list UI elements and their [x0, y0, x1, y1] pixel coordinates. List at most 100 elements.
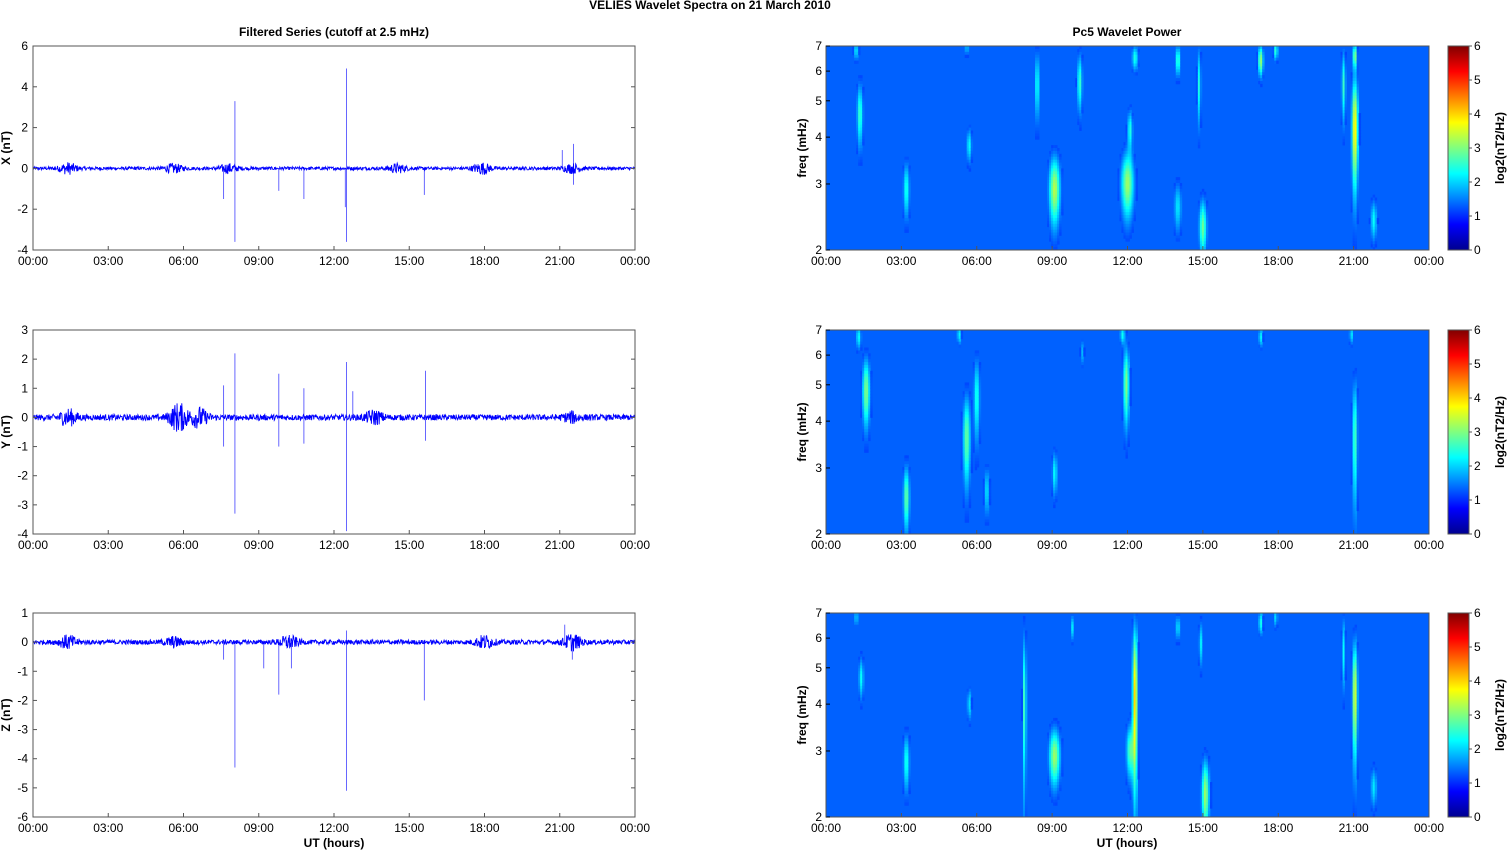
- spectrum-cell: [1199, 217, 1203, 222]
- spectrum-cell: [974, 399, 978, 404]
- spectrum-cell: [1135, 703, 1138, 707]
- spectrum-cell: [1037, 86, 1040, 91]
- spectrum-cell: [864, 350, 867, 354]
- spectrum-cell: [1175, 69, 1179, 73]
- spectrum-cell: [1131, 121, 1134, 126]
- spectrum-cell: [902, 484, 905, 488]
- spectrum-cell: [1057, 779, 1060, 783]
- spectrum-cell: [1077, 54, 1080, 59]
- spectrum-cell: [1137, 764, 1140, 768]
- spectrum-cell: [960, 458, 964, 462]
- spectrum-cell: [1262, 72, 1265, 76]
- spectrum-cell: [1049, 770, 1052, 774]
- spectrum-cell: [1358, 127, 1362, 131]
- spectrum-cell: [1201, 209, 1205, 213]
- spectrum-cell: [858, 347, 861, 351]
- spectrum-cell: [960, 429, 964, 433]
- spectrum-cell: [978, 440, 982, 445]
- spectrum-cell: [1020, 688, 1024, 693]
- spectrum-cell: [1370, 787, 1374, 792]
- spectrum-cell: [1356, 174, 1360, 178]
- spectrum-cell: [1356, 191, 1360, 196]
- spectrum-cell: [962, 481, 966, 485]
- spectrum-cell: [1352, 373, 1356, 378]
- spectrum-cell: [860, 153, 863, 158]
- spectrum-cell: [1344, 636, 1347, 640]
- spectrum-cell: [1195, 78, 1199, 82]
- spectrum-cell: [1131, 185, 1134, 190]
- spectrum-cell: [906, 758, 909, 763]
- spectrum-cell: [1121, 330, 1124, 334]
- spectrum-cell: [1258, 344, 1261, 348]
- spectrum-cell: [1051, 148, 1054, 152]
- spectrum-cell: [864, 391, 867, 395]
- spectrum-cell: [860, 142, 863, 146]
- spectrum-cell: [908, 174, 911, 178]
- spectrum-cell: [902, 787, 905, 792]
- spectrum-cell: [1350, 177, 1354, 181]
- spectrum-cell: [1350, 86, 1354, 91]
- spectrum-cell: [1177, 624, 1181, 628]
- spectrum-cell: [904, 206, 907, 210]
- spectrum-cell: [1352, 490, 1356, 494]
- spectrum-cell: [864, 370, 867, 375]
- spectrum-cell: [1131, 156, 1134, 161]
- x-tick-label: 12:00: [319, 254, 349, 268]
- spectrum-cell: [1035, 89, 1038, 94]
- colorbar-tick-label: 6: [1474, 39, 1481, 53]
- spectrum-cell: [966, 54, 970, 59]
- spectrum-cell: [1059, 159, 1062, 163]
- spectrum-cell: [1135, 188, 1138, 193]
- spectrum-cell: [1344, 113, 1347, 117]
- spectrum-cell: [1129, 732, 1132, 736]
- spectrum-cell: [1195, 98, 1199, 102]
- spectrum-cell: [1123, 203, 1126, 207]
- spectrum-cell: [976, 458, 980, 462]
- spectrum-cell: [1354, 212, 1358, 216]
- spectrum-cell: [966, 478, 970, 482]
- spectrum-cell: [984, 522, 988, 526]
- spectrum-cell: [1203, 808, 1207, 812]
- spectrum-cell: [1352, 779, 1356, 783]
- spectrum-cell: [1053, 779, 1056, 783]
- spectrum-cell: [1340, 659, 1343, 663]
- spectrum-cell: [1352, 185, 1356, 190]
- spectrum-cell: [1055, 752, 1058, 757]
- spectrum-cell: [862, 373, 865, 378]
- spectrum-cell: [968, 694, 972, 698]
- spectrum-cell: [970, 469, 974, 474]
- spectrum-cell: [1127, 223, 1130, 228]
- spectrum-cell: [1179, 206, 1183, 210]
- spectrum-cell: [902, 209, 905, 213]
- spectrum-cell: [1057, 162, 1060, 166]
- spectrum-cell: [968, 423, 972, 427]
- spectrum-cell: [856, 60, 859, 64]
- spectrum-cell: [1197, 136, 1201, 140]
- spectrum-cell: [1199, 223, 1203, 228]
- spectrum-cell: [1125, 749, 1128, 754]
- spectrum-cell: [1049, 767, 1052, 771]
- spectrum-cell: [1374, 799, 1378, 803]
- spectrum-cell: [1022, 720, 1026, 725]
- spectrum-cell: [1135, 72, 1138, 76]
- spectrum-cell: [858, 671, 861, 675]
- spectrum-cell: [1047, 732, 1050, 736]
- spectrum-cell: [854, 613, 857, 617]
- spectrum-cell: [986, 504, 990, 509]
- spectrum-cell: [1022, 627, 1026, 631]
- spectrum-cell: [1123, 423, 1126, 427]
- spectrum-cell: [1135, 677, 1138, 681]
- spectrum-cell: [1205, 764, 1209, 768]
- spectrum-cell: [1137, 682, 1140, 687]
- spectrum-cell: [858, 118, 861, 123]
- spectrum-cell: [1356, 715, 1360, 719]
- spectrum-cell: [1125, 162, 1128, 166]
- spectrum-cell: [1055, 235, 1058, 239]
- spectrum-cell: [1119, 162, 1122, 166]
- spectrum-cell: [858, 78, 861, 82]
- spectrum-cell: [1354, 121, 1358, 126]
- spectrum-cell: [966, 706, 970, 710]
- x-tick-label: 00:00: [18, 254, 48, 268]
- spectrum-cell: [904, 493, 907, 497]
- spectrum-cell: [1022, 645, 1026, 649]
